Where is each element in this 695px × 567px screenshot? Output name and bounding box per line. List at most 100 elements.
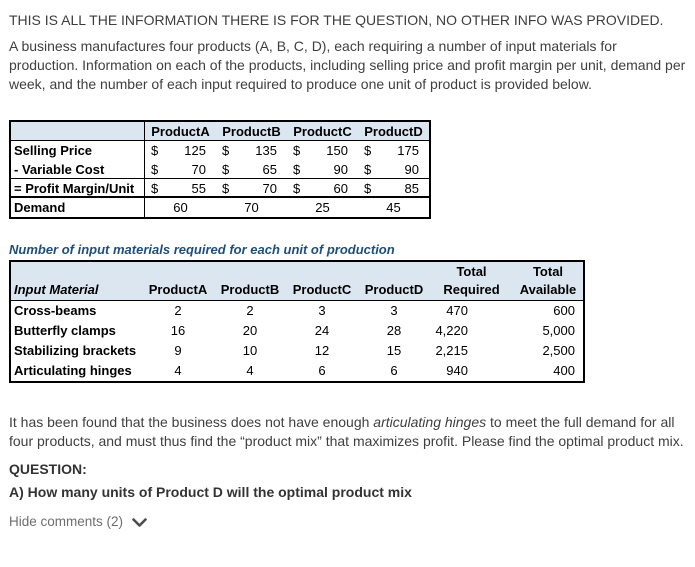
currency-symbol: $	[293, 181, 301, 196]
cell-value: 3	[390, 303, 398, 318]
currency-symbol: $	[222, 181, 230, 196]
money-cell: $70	[216, 179, 287, 198]
cell-value: 15	[386, 343, 402, 358]
header-product-a: ProductA	[148, 282, 208, 297]
total-required-value: 470	[446, 303, 468, 318]
cell-value: 4	[174, 363, 182, 378]
header-total-required-line2: Required	[443, 282, 500, 297]
materials-header-row-top: Total Total	[11, 262, 583, 280]
question-heading: QUESTION:	[9, 461, 87, 477]
currency-symbol: $	[293, 162, 301, 177]
total-available-value: 5,000	[542, 323, 575, 338]
question-page: THIS IS ALL THE INFORMATION THERE IS FOR…	[9, 12, 686, 529]
material-row-butterfly-clamps: Butterfly clamps 16 20 24 28 4,220 5,000	[11, 321, 583, 341]
money-cell: $65	[216, 160, 287, 179]
table-row-profit-margin: = Profit Margin/Unit $55 $70 $60 $85	[11, 179, 429, 198]
cell-value: 2	[246, 303, 254, 318]
table-row-variable-cost: - Variable Cost $70 $65 $90 $90	[11, 160, 429, 179]
row-label: - Variable Cost	[11, 160, 145, 179]
total-available-value: 600	[553, 303, 575, 318]
cell-value: 135	[255, 143, 277, 158]
material-row-stabilizing-brackets: Stabilizing brackets 9 10 12 15 2,215 2,…	[11, 341, 583, 361]
currency-symbol: $	[364, 162, 372, 177]
header-total-required-line1: Total	[456, 264, 487, 279]
total-required-value: 4,220	[435, 323, 468, 338]
cell-value: 24	[314, 323, 330, 338]
product-financials-table: ProductA ProductB ProductC ProductD Sell…	[9, 120, 431, 219]
money-cell: $55	[145, 179, 216, 198]
money-cell: $90	[287, 160, 358, 179]
material-label: Stabilizing brackets	[14, 343, 137, 358]
money-cell: $60	[287, 179, 358, 198]
cell-value: 60	[333, 181, 348, 196]
currency-symbol: $	[293, 143, 301, 158]
total-required-value: 2,215	[435, 343, 468, 358]
currency-symbol: $	[222, 143, 230, 158]
chevron-down-icon	[132, 517, 147, 528]
header-product-b: ProductB	[220, 282, 280, 297]
currency-symbol: $	[222, 162, 230, 177]
header-input-material: Input Material	[14, 282, 99, 297]
cell-value: 20	[242, 323, 258, 338]
cell-value: 6	[390, 363, 398, 378]
row-label: Selling Price	[11, 141, 145, 160]
cell-value: 150	[326, 143, 348, 158]
money-cell: $125	[145, 141, 216, 160]
money-cell: $90	[358, 160, 429, 179]
hide-comments-label: Hide comments (2)	[9, 514, 124, 529]
material-label: Articulating hinges	[14, 363, 132, 378]
product-table-header-row: ProductA ProductB ProductC ProductD	[11, 122, 429, 141]
cell-value: 9	[174, 343, 182, 358]
cell-value: 70	[262, 181, 277, 196]
header-total-available-line1: Total	[532, 264, 564, 279]
cell-value: 12	[314, 343, 330, 358]
currency-symbol: $	[151, 162, 159, 177]
narrative-part2: to meet the full demand for all four pro…	[9, 414, 684, 449]
demand-value: 45	[386, 200, 401, 215]
cell-value: 90	[404, 162, 419, 177]
narrative-part1: It has been found that the business does…	[9, 414, 374, 430]
column-header-product-c: ProductC	[293, 124, 352, 139]
input-materials-table: Total Total Input Material ProductA Prod…	[9, 260, 585, 383]
currency-symbol: $	[364, 181, 372, 196]
cell-value: 175	[397, 143, 419, 158]
material-label: Cross-beams	[14, 303, 97, 318]
money-cell: $85	[358, 179, 429, 198]
narrative-paragraph: It has been found that the business does…	[9, 413, 686, 451]
cell-value: 125	[184, 143, 206, 158]
total-required-value: 940	[446, 363, 468, 378]
column-header-product-a: ProductA	[151, 124, 210, 139]
currency-symbol: $	[364, 143, 372, 158]
demand-value: 70	[244, 200, 259, 215]
material-row-articulating-hinges: Articulating hinges 4 4 6 6 940 400	[11, 361, 583, 381]
cell-value: 55	[191, 181, 206, 196]
materials-header-row-bottom: Input Material ProductA ProductB Product…	[11, 280, 583, 300]
cell-value: 28	[386, 323, 402, 338]
cell-value: 3	[318, 303, 326, 318]
demand-value: 60	[173, 200, 188, 215]
materials-table-header: Total Total Input Material ProductA Prod…	[11, 262, 583, 301]
header-total-available-line2: Available	[519, 282, 577, 297]
table-row-demand: Demand 60 70 25 45	[11, 198, 429, 217]
column-header-product-b: ProductB	[222, 124, 281, 139]
header-note: THIS IS ALL THE INFORMATION THERE IS FOR…	[9, 12, 664, 28]
currency-symbol: $	[151, 181, 159, 196]
hide-comments-toggle[interactable]: Hide comments (2)	[9, 514, 147, 529]
cell-value: 10	[242, 343, 258, 358]
header-empty-cell	[11, 122, 145, 141]
cell-value: 16	[170, 323, 186, 338]
total-available-value: 400	[553, 363, 575, 378]
cell-value: 90	[333, 162, 348, 177]
narrative-emphasis: articulating hinges	[373, 414, 487, 430]
demand-value: 25	[315, 200, 330, 215]
material-row-cross-beams: Cross-beams 2 2 3 3 470 600	[11, 301, 583, 321]
cell-value: 65	[262, 162, 277, 177]
money-cell: $70	[145, 160, 216, 179]
row-label: Demand	[11, 198, 145, 217]
cell-value: 85	[404, 181, 419, 196]
money-cell: $175	[358, 141, 429, 160]
total-available-value: 2,500	[542, 343, 575, 358]
materials-table-caption: Number of input materials required for e…	[9, 242, 395, 257]
cell-value: 6	[318, 363, 326, 378]
money-cell: $150	[287, 141, 358, 160]
